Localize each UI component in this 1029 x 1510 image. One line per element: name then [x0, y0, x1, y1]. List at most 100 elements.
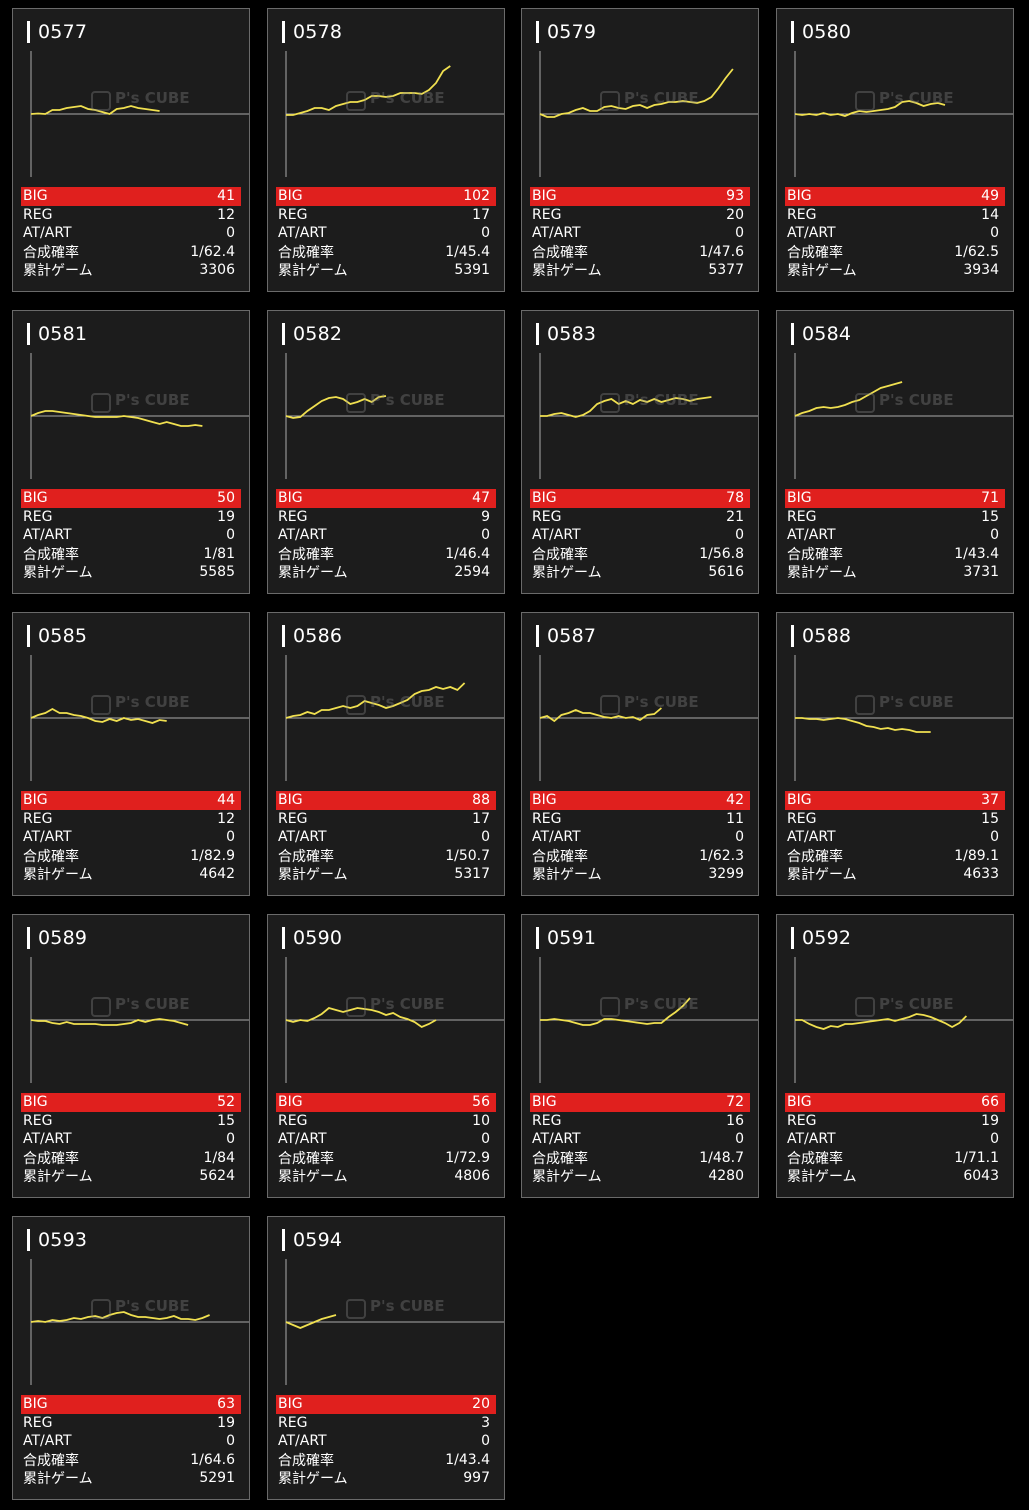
stat-row-reg: REG 19 — [21, 1414, 241, 1433]
machine-number-text: 0586 — [293, 625, 343, 647]
stat-row-prob: 合成確率 1/56.8 — [530, 545, 750, 564]
machine-card[interactable]: 0587 P's CUBE BIG 42 REG 11 AT/ART 0 合成確率 1/… — [521, 612, 759, 896]
slump-graph — [539, 51, 758, 177]
stat-row-reg: REG 11 — [530, 810, 750, 829]
number-marker — [791, 625, 794, 647]
slump-graph — [30, 957, 249, 1083]
watermark: P's CUBE — [600, 387, 700, 417]
stats-table: BIG 71 REG 15 AT/ART 0 合成確率 1/43.4 累計ゲーム 3731 — [785, 489, 1005, 582]
machine-card[interactable]: 0580 P's CUBE BIG 49 REG 14 AT/ART 0 合成確率 1/… — [776, 8, 1014, 292]
machine-card[interactable]: 0591 P's CUBE BIG 72 REG 16 AT/ART 0 合成確率 1/… — [521, 914, 759, 1198]
machine-number-text: 0591 — [547, 927, 597, 949]
machine-card[interactable]: 0586 P's CUBE BIG 88 REG 17 AT/ART 0 合成確率 1/… — [267, 612, 505, 896]
reg-label: REG — [278, 810, 308, 827]
stat-row-prob: 合成確率 1/62.3 — [530, 847, 750, 866]
stat-row-big: BIG 37 — [785, 791, 1005, 810]
stat-row-at: AT/ART 0 — [276, 1432, 496, 1451]
at-value: 0 — [735, 829, 744, 846]
slump-graph — [794, 957, 1013, 1083]
at-value: 0 — [226, 829, 235, 846]
reg-value: 19 — [217, 508, 235, 525]
stat-row-games: 累計ゲーム 3731 — [785, 563, 1005, 582]
reg-value: 11 — [726, 810, 744, 827]
stat-row-prob: 合成確率 1/72.9 — [276, 1149, 496, 1168]
big-value: 72 — [726, 1094, 744, 1111]
machine-card[interactable]: 0592 P's CUBE BIG 66 REG 19 AT/ART 0 合成確率 1/… — [776, 914, 1014, 1198]
machine-card[interactable]: 0582 P's CUBE BIG 47 REG 9 AT/ART 0 合成確率 1/4… — [267, 310, 505, 594]
stat-row-big: BIG 47 — [276, 489, 496, 508]
machine-card[interactable]: 0590 P's CUBE BIG 56 REG 10 AT/ART 0 合成確率 1/… — [267, 914, 505, 1198]
reg-value: 3 — [481, 1414, 490, 1431]
reg-label: REG — [278, 1112, 308, 1129]
at-value: 0 — [735, 527, 744, 544]
games-label: 累計ゲーム — [23, 1471, 93, 1488]
stat-row-big: BIG 66 — [785, 1093, 1005, 1112]
stat-row-at: AT/ART 0 — [785, 828, 1005, 847]
machine-card[interactable]: 0581 P's CUBE BIG 50 REG 19 AT/ART 0 合成確率 1/… — [12, 310, 250, 594]
machine-card[interactable]: 0588 P's CUBE BIG 37 REG 15 AT/ART 0 合成確率 1/… — [776, 612, 1014, 896]
stats-table: BIG 47 REG 9 AT/ART 0 合成確率 1/46.4 累計ゲーム 2594 — [276, 489, 496, 582]
stat-row-reg: REG 21 — [530, 508, 750, 527]
games-label: 累計ゲーム — [23, 263, 93, 280]
watermark-text: P's CUBE — [879, 995, 954, 1013]
slump-line — [30, 1311, 210, 1323]
machine-card[interactable]: 0578 P's CUBE BIG 102 REG 17 AT/ART 0 合成確率 1… — [267, 8, 505, 292]
reg-label: REG — [23, 810, 53, 827]
watermark-logo-icon — [346, 91, 366, 111]
stat-row-big: BIG 52 — [21, 1093, 241, 1112]
stat-row-prob: 合成確率 1/62.5 — [785, 243, 1005, 262]
machine-card[interactable]: 0585 P's CUBE BIG 44 REG 12 AT/ART 0 合成確率 1/… — [12, 612, 250, 896]
machine-card[interactable]: 0594 P's CUBE BIG 20 REG 3 AT/ART 0 合成確率 1/4… — [267, 1216, 505, 1500]
slump-line — [540, 396, 712, 418]
at-value: 0 — [481, 527, 490, 544]
number-marker — [27, 1229, 30, 1251]
machine-card[interactable]: 0583 P's CUBE BIG 78 REG 21 AT/ART 0 合成確率 1/… — [521, 310, 759, 594]
watermark-text: P's CUBE — [370, 89, 445, 107]
machine-card[interactable]: 0593 P's CUBE BIG 63 REG 19 AT/ART 0 合成確率 1/… — [12, 1216, 250, 1500]
slump-graph — [794, 353, 1013, 479]
number-marker — [27, 323, 30, 345]
reg-label: REG — [532, 1112, 562, 1129]
stats-table: BIG 37 REG 15 AT/ART 0 合成確率 1/89.1 累計ゲーム 4633 — [785, 791, 1005, 884]
machine-card[interactable]: 0584 P's CUBE BIG 71 REG 15 AT/ART 0 合成確率 1/… — [776, 310, 1014, 594]
slump-graph — [30, 1259, 249, 1385]
slump-line — [795, 717, 931, 733]
stat-row-at: AT/ART 0 — [530, 526, 750, 545]
stat-row-big: BIG 88 — [276, 791, 496, 810]
stat-row-reg: REG 17 — [276, 810, 496, 829]
stats-table: BIG 63 REG 19 AT/ART 0 合成確率 1/64.6 累計ゲーム 5291 — [21, 1395, 241, 1488]
prob-label: 合成確率 — [23, 546, 79, 563]
slump-line — [795, 1013, 968, 1030]
stat-row-reg: REG 15 — [21, 1112, 241, 1131]
number-marker — [282, 625, 285, 647]
watermark-logo-icon — [855, 695, 875, 715]
stat-row-at: AT/ART 0 — [276, 526, 496, 545]
prob-value: 1/62.4 — [190, 243, 235, 260]
reg-label: REG — [278, 206, 308, 223]
big-label: BIG — [532, 188, 557, 205]
machine-number: 0586 — [282, 623, 342, 649]
big-label: BIG — [787, 188, 812, 205]
at-label: AT/ART — [23, 1433, 72, 1450]
reg-label: REG — [23, 508, 53, 525]
watermark: P's CUBE — [91, 85, 191, 115]
stat-row-reg: REG 9 — [276, 508, 496, 527]
slump-graph — [285, 1259, 504, 1385]
machine-card[interactable]: 0579 P's CUBE BIG 93 REG 20 AT/ART 0 合成確率 1/… — [521, 8, 759, 292]
reg-value: 20 — [726, 206, 744, 223]
stat-row-big: BIG 42 — [530, 791, 750, 810]
machine-card[interactable]: 0577 P's CUBE BIG 41 REG 12 AT/ART 0 合成確率 1/… — [12, 8, 250, 292]
machine-card[interactable]: 0589 P's CUBE BIG 52 REG 15 AT/ART 0 合成確率 1/… — [12, 914, 250, 1198]
stat-row-games: 累計ゲーム 4633 — [785, 865, 1005, 884]
prob-label: 合成確率 — [23, 1452, 79, 1469]
reg-value: 12 — [217, 810, 235, 827]
watermark-logo-icon — [346, 393, 366, 413]
at-label: AT/ART — [532, 829, 581, 846]
machine-number: 0594 — [282, 1227, 342, 1253]
big-label: BIG — [532, 792, 557, 809]
games-label: 累計ゲーム — [532, 1169, 602, 1186]
prob-label: 合成確率 — [278, 546, 334, 563]
big-value: 93 — [726, 188, 744, 205]
big-value: 78 — [726, 490, 744, 507]
prob-value: 1/72.9 — [445, 1149, 490, 1166]
